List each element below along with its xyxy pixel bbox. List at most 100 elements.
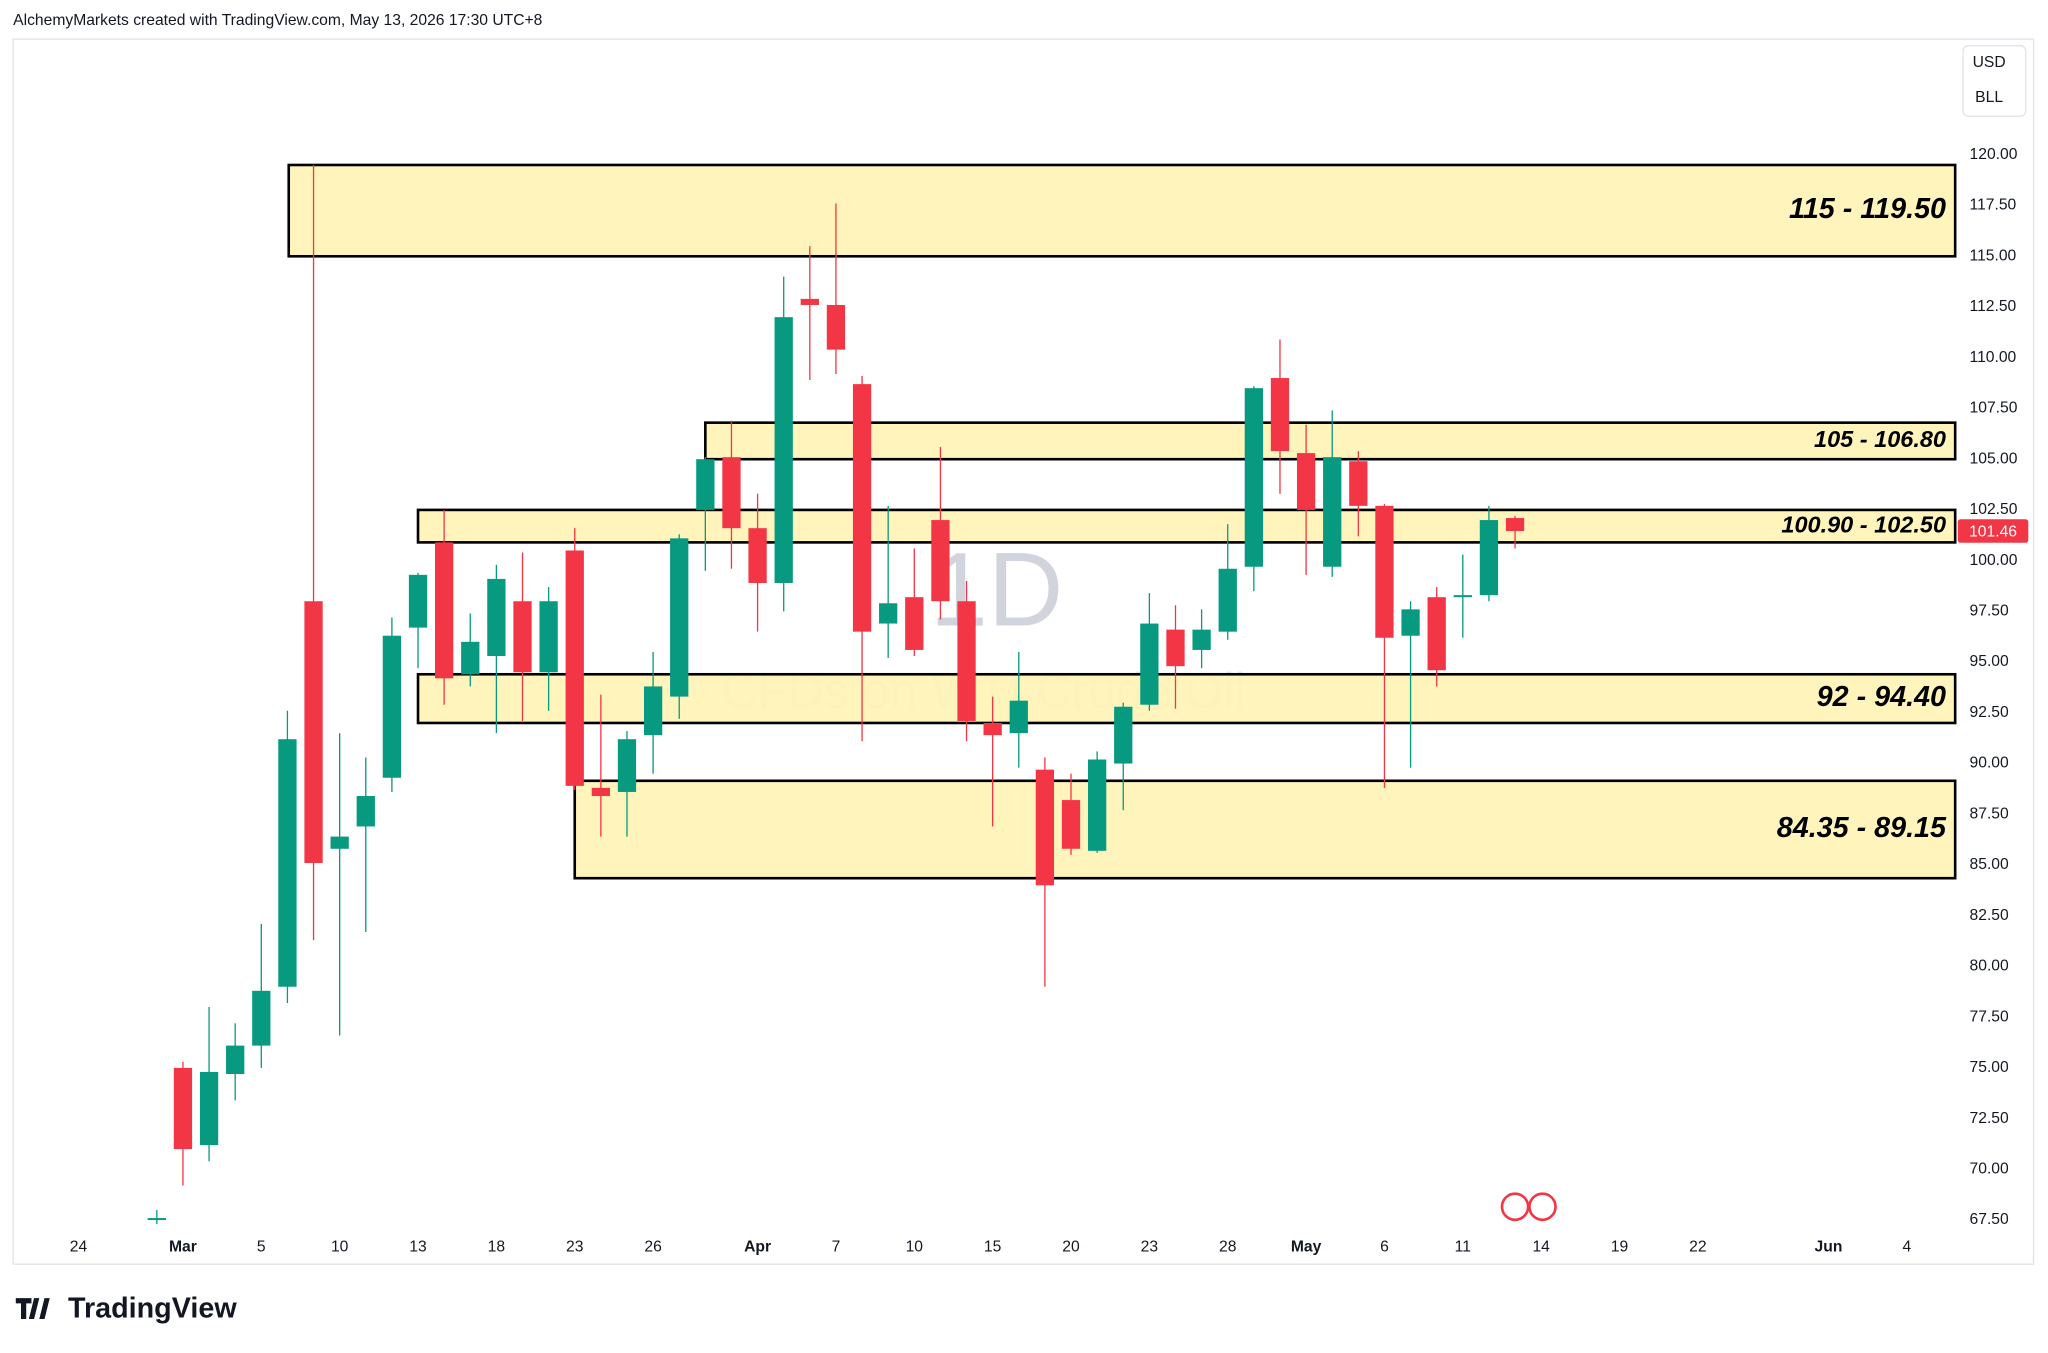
- zone-label: 84.35 - 89.15: [1777, 812, 1947, 844]
- candle-body: [330, 836, 349, 849]
- candle-body: [774, 317, 793, 583]
- candle-body: [905, 597, 924, 650]
- event-flag[interactable]: [1528, 1192, 1557, 1222]
- candle-body: [1035, 769, 1055, 886]
- candle-body: [356, 796, 375, 827]
- x-tick-label: 22: [1689, 1238, 1706, 1255]
- candle-body: [1401, 609, 1420, 636]
- candle-body: [957, 601, 976, 721]
- candle-body: [800, 298, 819, 305]
- candle-body: [1061, 800, 1081, 849]
- y-tick-label: 105.00: [1970, 450, 2018, 467]
- y-tick-label: 97.50: [1970, 603, 2009, 620]
- x-tick-label: 11: [1455, 1238, 1471, 1255]
- candle-body: [1427, 597, 1446, 671]
- candle-body: [513, 601, 532, 673]
- zone: [573, 779, 1957, 880]
- x-tick-label: 10: [331, 1238, 349, 1255]
- y-tick-label: 67.50: [1970, 1211, 2009, 1228]
- candle-body: [1140, 623, 1159, 705]
- candle-body: [278, 739, 297, 987]
- candle-body: [461, 641, 480, 675]
- x-tick-label: 19: [1611, 1238, 1628, 1255]
- last-price-box: [1957, 519, 2029, 543]
- y-tick-label: 107.50: [1970, 400, 2018, 417]
- candle-body: [565, 550, 584, 786]
- x-tick-label: 13: [409, 1238, 427, 1255]
- zone: [287, 163, 1957, 258]
- candle-body: [670, 538, 689, 697]
- x-tick-label: 26: [644, 1238, 662, 1255]
- zone: [704, 421, 1957, 461]
- candle-body: [696, 459, 715, 510]
- x-tick-label: 7: [832, 1238, 841, 1255]
- candle-body: [983, 722, 1002, 736]
- x-tick-label: 4: [1902, 1238, 1911, 1255]
- candle-body: [852, 384, 872, 632]
- y-tick-label: 117.50: [1970, 197, 2017, 214]
- y-tick-label: 95.00: [1970, 653, 2009, 670]
- candle-body: [617, 739, 637, 792]
- candle-body: [1009, 700, 1028, 734]
- zone-label: 100.90 - 102.50: [1781, 511, 1946, 537]
- plot: 67.50 70.00 72.50 75.00 77.50 80.00 82.50 85.00…: [70, 146, 2029, 1255]
- zone-label: 92 - 94.40: [1817, 681, 1946, 713]
- candle-body: [591, 787, 611, 797]
- candle-body: [1244, 388, 1263, 567]
- candle-body: [199, 1071, 219, 1146]
- logo-text: TradingView: [68, 1292, 237, 1324]
- candle-body: [1349, 461, 1368, 506]
- currency-box[interactable]: [1962, 45, 2027, 117]
- candle-body: [1218, 568, 1237, 632]
- zone: [416, 508, 1957, 544]
- candle-body: [1375, 505, 1394, 638]
- candle-body: [539, 601, 558, 673]
- y-tick-label: 87.50: [1970, 805, 2009, 822]
- y-tick-label: 90.00: [1970, 755, 2009, 772]
- candle-body: [173, 1067, 193, 1150]
- y-tick-label: 75.00: [1970, 1059, 2009, 1076]
- candle-body: [304, 601, 323, 863]
- y-tick-label: 100.00: [1970, 552, 2018, 569]
- y-tick-label: 112.50: [1970, 298, 2017, 315]
- candle-body: [252, 990, 271, 1046]
- event-flag[interactable]: [1500, 1192, 1530, 1222]
- y-tick-label: 80.00: [1970, 958, 2009, 975]
- candle-body: [147, 1218, 166, 1221]
- currency[interactable]: USD: [1973, 54, 2006, 71]
- candle-body: [1166, 629, 1185, 667]
- y-tick-label: 115.00: [1970, 247, 2017, 264]
- candle-body: [1114, 706, 1133, 764]
- candle-body: [1192, 629, 1211, 650]
- candle-body: [487, 578, 506, 657]
- candle-body: [1453, 595, 1472, 598]
- x-tick-label: 15: [984, 1238, 1002, 1255]
- y-tick-label: 70.00: [1970, 1161, 2009, 1178]
- candle-body: [1505, 518, 1525, 532]
- candle-body: [1323, 457, 1342, 567]
- y-tick-label: 77.50: [1970, 1008, 2009, 1025]
- y-tick-label: 110.00: [1970, 349, 2017, 366]
- x-tick-label: 20: [1062, 1238, 1080, 1255]
- x-tick-label: May: [1291, 1238, 1322, 1255]
- x-tick-label: Mar: [169, 1238, 197, 1255]
- logo: TradingView: [15, 1292, 237, 1324]
- y-tick-label: 120.00: [1970, 146, 2018, 163]
- candle-body: [408, 574, 428, 628]
- y-tick-label: 72.50: [1970, 1110, 2009, 1127]
- x-tick-label: 23: [1141, 1238, 1159, 1255]
- candle-body: [382, 635, 402, 778]
- candle-body: [1296, 453, 1316, 510]
- zone-label: 115 - 119.50: [1789, 193, 1946, 225]
- zone-label: 105 - 106.80: [1814, 426, 1946, 452]
- candle-body: [722, 457, 741, 529]
- x-tick-label: Apr: [744, 1238, 771, 1255]
- x-tick-label: Jun: [1815, 1238, 1843, 1255]
- unit[interactable]: BLL: [1975, 89, 2003, 106]
- x-tick-label: 23: [566, 1238, 584, 1255]
- flags: [1500, 1192, 1557, 1222]
- candle-body: [931, 520, 950, 602]
- x-tick-label: 14: [1532, 1238, 1550, 1255]
- candle-body: [879, 603, 898, 624]
